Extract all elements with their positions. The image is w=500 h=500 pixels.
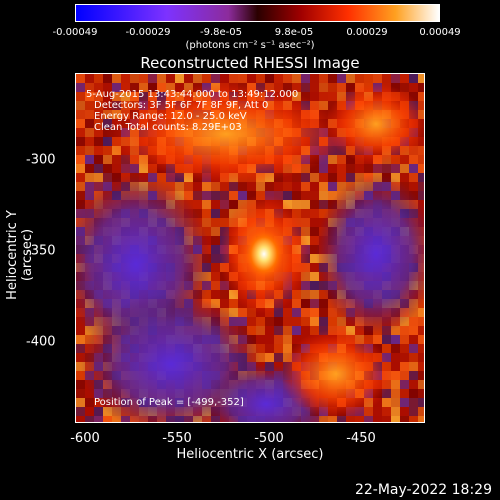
flare-source <box>242 226 286 282</box>
info-time: 5-Aug-2015 13:43:44.000 to 13:49:12.000 <box>86 89 299 100</box>
timestamp: 22-May-2022 18:29 <box>354 482 492 498</box>
y-tick-3: -400 <box>26 334 56 350</box>
x-tick-1: -600 <box>70 431 100 446</box>
y-tick-1: -300 <box>26 152 56 168</box>
peak-position: Position of Peak = [-499,-352] <box>94 397 244 408</box>
x-tick-4: -450 <box>346 431 376 446</box>
colorbar <box>75 4 440 22</box>
image-title: Reconstructed RHESSI Image <box>140 54 360 72</box>
rhessi-image <box>76 74 424 422</box>
x-tick-3: -500 <box>254 431 284 446</box>
solar-image-panel: 5-Aug-2015 13:43:44.000 to 13:49:12.000 … <box>75 73 425 423</box>
colorbar-tick-5: 0.00029 <box>346 27 388 38</box>
colorbar-tick-1: -0.00049 <box>52 27 98 38</box>
y-axis-label: Heliocentric Y (arcsec) <box>5 210 35 300</box>
info-clean: Clean Total counts: 8.29E+03 <box>94 122 242 133</box>
info-energy: Energy Range: 12.0 - 25.0 keV <box>94 111 247 122</box>
colorbar-tick-4: 9.8e-05 <box>274 27 314 38</box>
y-tick-2: -350 <box>26 243 56 259</box>
info-detectors: Detectors: 3F 5F 6F 7F 8F 9F, Att 0 <box>94 100 269 111</box>
colorbar-unit-label: (photons cm⁻² s⁻¹ asec⁻²) <box>185 40 315 51</box>
x-tick-2: -550 <box>162 431 192 446</box>
colorbar-tick-6: 0.00049 <box>419 27 461 38</box>
colorbar-tick-3: -9.8e-05 <box>200 27 242 38</box>
x-axis-label: Heliocentric X (arcsec) <box>176 447 324 462</box>
colorbar-tick-2: -0.00029 <box>125 27 171 38</box>
